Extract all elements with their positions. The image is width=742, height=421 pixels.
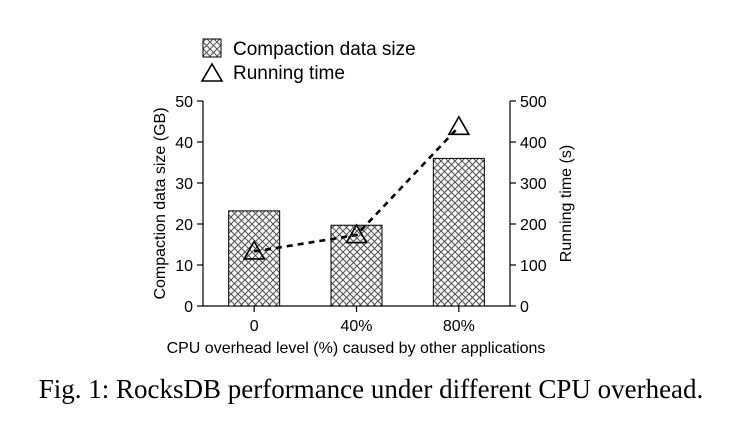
legend: Compaction data size Running time [200,38,416,84]
left-tick-label: 40 [175,135,193,152]
bar-series [228,157,485,307]
right-axis-ticks: 0 100 200 300 400 500 [510,94,547,316]
left-tick-label: 0 [184,299,193,316]
left-tick-label: 50 [175,94,193,111]
legend-triangle-icon [200,62,224,82]
legend-line-label: Running time [233,63,345,84]
left-axis-ticks: 0 10 20 30 40 50 [175,94,203,316]
bar [432,157,485,307]
right-tick-label: 0 [520,299,529,316]
left-tick-label: 10 [175,258,193,275]
left-tick-label: 20 [175,217,193,234]
legend-bar-label: Compaction data size [233,39,416,60]
triangle-marker [345,223,368,244]
right-tick-label: 400 [520,135,547,152]
right-tick-label: 300 [520,176,547,193]
triangle-marker [447,115,471,136]
x-axis-label: CPU overhead level (%) caused by other a… [167,340,546,357]
left-tick-label: 30 [175,176,193,193]
triangle-marker [242,239,266,260]
x-axis-ticks: 0 40% 80% [250,306,475,335]
running-time-line [253,125,460,253]
x-tick-label: 80% [443,318,475,335]
figure-caption: Fig. 1: RocksDB performance under differ… [38,374,704,404]
right-tick-label: 100 [520,258,547,275]
right-tick-label: 500 [520,94,547,111]
y2-axis-label: Running time (s) [558,145,575,262]
line-series [242,115,471,260]
right-tick-label: 200 [520,217,547,234]
x-tick-label: 40% [340,318,372,335]
y-axis-label: Compaction data size (GB) [152,107,169,299]
legend-bar-swatch [202,38,222,58]
x-tick-label: 0 [250,318,259,335]
